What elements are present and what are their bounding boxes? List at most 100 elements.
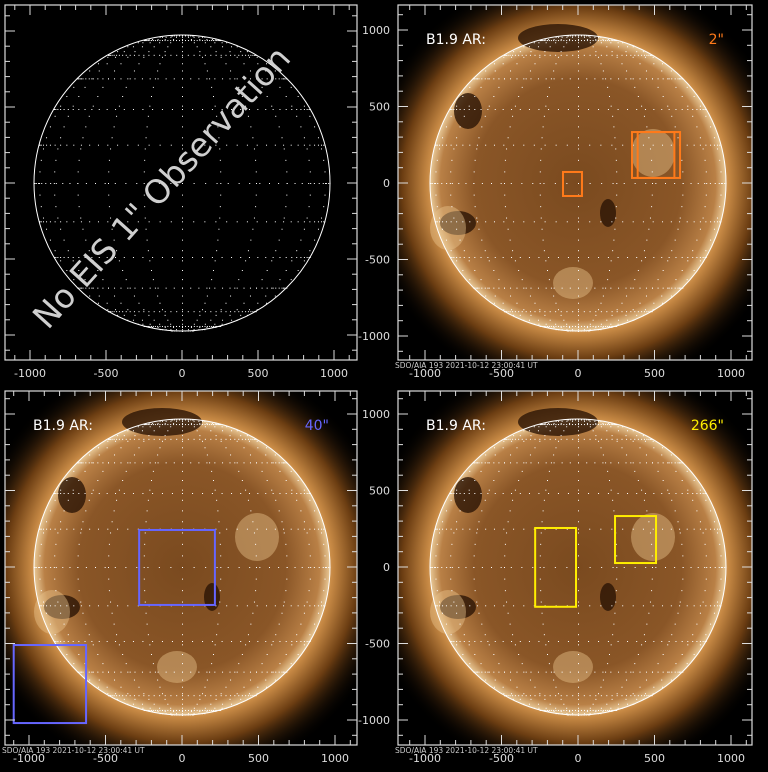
grid-dot — [578, 221, 579, 223]
grid-dot — [651, 543, 653, 545]
grid-dot — [523, 430, 525, 432]
grid-dot — [113, 54, 115, 56]
grid-dot — [182, 115, 183, 117]
grid-dot — [210, 430, 212, 432]
grid-dot — [182, 144, 183, 146]
grid-dot — [607, 40, 609, 42]
grid-dot — [230, 311, 232, 313]
grid-dot — [122, 695, 124, 697]
grid-dot — [229, 314, 231, 316]
grid-dot — [78, 159, 80, 161]
grid-dot — [583, 54, 585, 56]
grid-dot — [463, 257, 465, 258]
grid-dot — [671, 634, 673, 636]
grid-dot — [157, 423, 159, 425]
grid-dot — [107, 693, 109, 695]
grid-dot — [266, 686, 268, 688]
grid-dot — [651, 206, 653, 208]
grid-dot — [621, 438, 623, 440]
grid-dot — [310, 567, 312, 568]
grid-dot — [616, 40, 618, 42]
grid-dot — [521, 567, 523, 568]
grid-dot — [107, 605, 109, 607]
grid-dot — [487, 493, 489, 494]
grid-dot — [611, 695, 613, 697]
grid-dot — [300, 126, 302, 128]
grid-dot — [600, 695, 602, 697]
grid-dot — [138, 438, 140, 440]
grid-dot — [681, 462, 683, 464]
grid-dot — [449, 567, 451, 568]
grid-dot — [560, 54, 562, 56]
grid-dot — [241, 653, 243, 655]
grid-dot — [476, 528, 478, 530]
grid-dot — [329, 567, 331, 568]
grid-dot — [540, 709, 542, 711]
grid-dot — [133, 70, 135, 72]
grid-dot — [589, 419, 591, 421]
grid-dot — [182, 295, 183, 297]
grid-dot — [637, 438, 639, 440]
grid-dot — [651, 54, 653, 56]
grid-dot — [129, 671, 131, 673]
grid-dot — [487, 462, 489, 464]
grid-dot — [538, 42, 540, 44]
grid-dot — [662, 221, 664, 223]
grid-dot — [510, 671, 512, 673]
grid-dot — [606, 54, 608, 56]
grid-dot — [581, 35, 583, 37]
grid-dot — [586, 39, 588, 41]
grid-dot — [286, 183, 288, 184]
grid-dot — [206, 78, 208, 80]
grid-dot — [648, 228, 650, 230]
grid-dot — [138, 686, 140, 688]
grid-dot — [487, 109, 489, 110]
grid-dot — [644, 440, 646, 442]
grid-dot — [692, 115, 694, 117]
grid-dot — [560, 438, 562, 440]
grid-dot — [182, 302, 183, 304]
grid-dot — [634, 54, 636, 56]
plot-area — [398, 391, 752, 745]
grid-dot — [621, 686, 623, 688]
grid-dot — [309, 634, 311, 636]
grid-dot — [547, 709, 549, 711]
grid-dot — [182, 326, 183, 328]
grid-dot — [78, 480, 80, 482]
grid-dot — [636, 109, 638, 110]
grid-dot — [167, 46, 169, 48]
grid-dot — [632, 56, 634, 58]
grid-dot — [209, 462, 211, 464]
grid-dot — [60, 521, 62, 523]
grid-dot — [266, 269, 268, 271]
grid-dot — [196, 40, 198, 42]
grid-dot — [182, 590, 183, 592]
grid-dot — [677, 78, 679, 80]
grid-dot — [589, 36, 591, 38]
grid-dot — [578, 183, 579, 184]
grid-dot — [222, 703, 224, 705]
grid-dot — [144, 217, 146, 219]
grid-dot — [474, 641, 476, 642]
grid-dot — [528, 319, 530, 321]
grid-dot — [198, 329, 200, 331]
grid-dot — [102, 279, 104, 281]
grid-dot — [134, 51, 136, 53]
grid-dot — [178, 419, 180, 421]
grid-dot — [182, 567, 183, 568]
grid-dot — [215, 423, 217, 425]
grid-dot — [572, 330, 574, 332]
grid-dot — [210, 703, 212, 705]
grid-dot — [523, 462, 525, 464]
grid-dot — [648, 695, 650, 697]
grid-dot — [187, 438, 189, 440]
grid-dot — [275, 287, 277, 289]
grid-dot — [523, 221, 525, 223]
grid-dot — [236, 56, 238, 58]
grid-dot — [566, 54, 568, 56]
region-box — [614, 515, 658, 565]
grid-dot — [206, 424, 208, 426]
grid-dot — [170, 325, 172, 327]
grid-dot — [583, 713, 585, 715]
